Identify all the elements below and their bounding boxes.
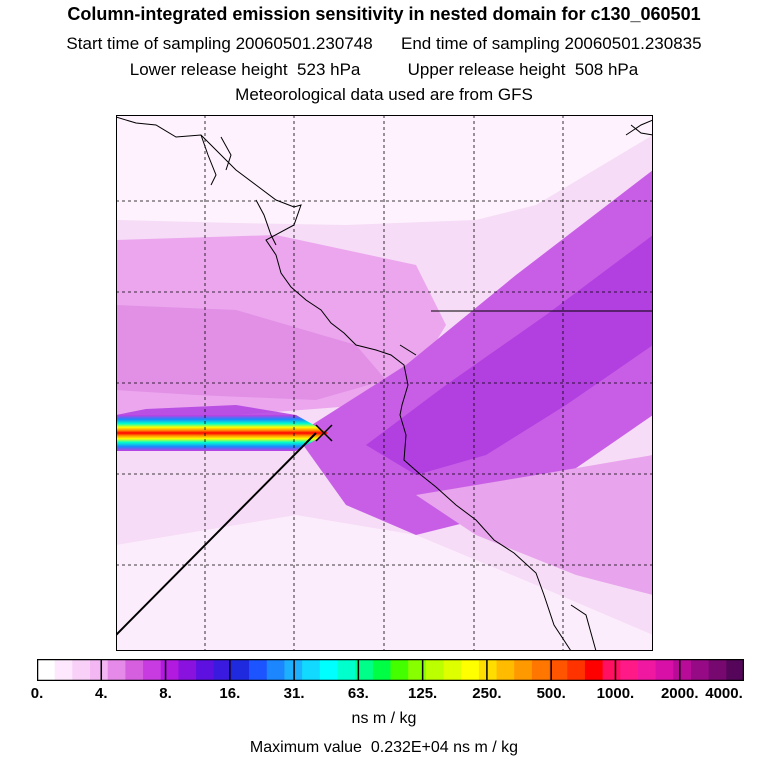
colorbar-tick-label: 0. (30, 685, 44, 702)
colorbar-tick-label: 250. (472, 685, 502, 702)
colorbar-swatch (620, 659, 639, 681)
maximum-value: Maximum value 0.232E+04 ns m / kg (0, 739, 768, 757)
start-value: 20060501.230748 (235, 34, 373, 53)
colorbar-swatch (372, 659, 391, 681)
release-plume (116, 415, 328, 451)
colorbar-swatch (655, 659, 674, 681)
lower-label: Lower release height (129, 60, 288, 79)
colorbar-swatch (602, 659, 621, 681)
flight-track (116, 432, 317, 636)
met-source: Meteorological data used are from GFS (235, 85, 533, 104)
colorbar-tick-label: 4. (95, 685, 108, 702)
colorbar-tick-label: 63. (347, 685, 369, 702)
sensitivity-band-inner (116, 305, 386, 400)
colorbar-swatch (708, 659, 727, 681)
colorbar-tick-label: 1000. (596, 685, 635, 702)
start-label: Start time of sampling (66, 34, 231, 53)
colorbar-swatch (90, 659, 109, 681)
lower-value: 523 hPa (297, 60, 361, 79)
colorbar-swatch (160, 659, 179, 681)
max-value: 0.232E+04 (370, 739, 449, 756)
light-region-south (116, 515, 653, 651)
colorbar-swatch (72, 659, 91, 681)
upper-label: Upper release height (407, 60, 566, 79)
colorbar-tick-label: 500. (536, 685, 566, 702)
colorbar-swatch (213, 659, 232, 681)
colorbar-tick-label: 8. (159, 685, 172, 702)
colorbar-swatch (390, 659, 409, 681)
colorbar-swatch (143, 659, 162, 681)
colorbar-swatch (107, 659, 126, 681)
colorbar-swatch (514, 659, 533, 681)
colorbar-swatch (584, 659, 604, 681)
colorbar-swatch (125, 659, 144, 681)
end-value: 20060501.230835 (564, 34, 702, 53)
colorbar-swatch (531, 659, 551, 681)
upper-value: 508 hPa (574, 60, 639, 79)
grid-lines (116, 115, 653, 651)
colorbar-tick-label: 125. (408, 685, 438, 702)
colorbar-swatch (319, 659, 338, 681)
colorbar-tick-labels: 0. 4. 8. 16. 31. 63. 125. 250. 500. 1000. 2000. 400… (0, 685, 768, 705)
colorbar-swatch (302, 659, 321, 681)
colorbar-tick-label: 2000. (660, 685, 699, 702)
colorbar-tick-label: 4000. (705, 685, 743, 702)
sensitivity-band-core (366, 235, 653, 475)
colorbar-swatch (726, 659, 744, 681)
coastlines (116, 115, 653, 651)
colorbar-swatch (461, 659, 480, 681)
colorbar-swatch (673, 659, 692, 681)
colorbar-swatch (178, 659, 197, 681)
light-region-north (116, 115, 653, 225)
sensitivity-map (116, 115, 653, 651)
release-heights: Lower release height 523 hPa Upper relea… (0, 60, 768, 80)
colorbar (37, 659, 744, 681)
colorbar-swatch (196, 659, 215, 681)
colorbar-swatch (249, 659, 268, 681)
colorbar-tick-label: 31. (283, 685, 305, 702)
colorbar-swatch (37, 659, 56, 681)
colorbar-swatch (690, 659, 710, 681)
colorbar-swatch (408, 659, 427, 681)
colorbar-tick-label: 16. (219, 685, 241, 702)
colorbar-swatch (355, 659, 374, 681)
colorbar-swatch (478, 659, 498, 681)
colorbar-swatch (549, 659, 568, 681)
colorbar-swatch (496, 659, 515, 681)
chart-title: Column-integrated emission sensitivity i… (67, 4, 701, 24)
end-label: End time of sampling (401, 34, 560, 53)
colorbar-swatch (443, 659, 462, 681)
colorbar-swatch (337, 659, 356, 681)
colorbar-frame (37, 659, 744, 681)
colorbar-swatch (425, 659, 445, 681)
colorbar-swatch (637, 659, 657, 681)
map-frame (116, 115, 653, 651)
sampling-times: Start time of sampling 20060501.230748 E… (0, 34, 768, 54)
release-point-marker (315, 424, 333, 442)
colorbar-units: ns m / kg (351, 710, 417, 727)
colorbar-swatch (54, 659, 73, 681)
colorbar-swatch (231, 659, 250, 681)
max-label: Maximum value (249, 739, 362, 756)
max-units: ns m / kg (453, 739, 519, 756)
colorbar-swatch (266, 659, 285, 681)
sensitivity-region-southeast (416, 455, 653, 595)
colorbar-swatch (567, 659, 586, 681)
